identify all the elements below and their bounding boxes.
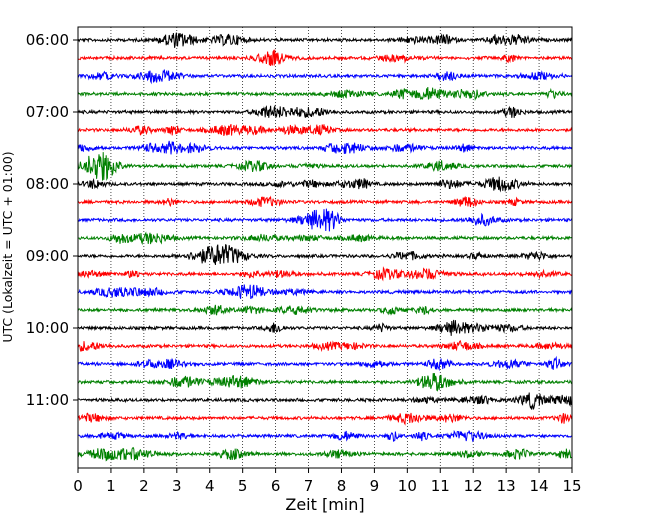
y-tick-label: 09:00 <box>26 247 69 265</box>
trace-line <box>77 140 573 155</box>
trace-line <box>77 86 573 101</box>
y-tick-label: 08:00 <box>26 175 69 193</box>
trace-line <box>77 446 572 462</box>
x-tick-label: 15 <box>562 477 581 495</box>
trace-line <box>77 152 573 181</box>
x-tick-label: 11 <box>431 477 450 495</box>
y-tick-label: 10:00 <box>26 319 69 337</box>
x-tick-label: 13 <box>497 477 516 495</box>
x-tick-label: 9 <box>370 477 380 495</box>
x-tick-label: 0 <box>73 477 83 495</box>
x-tick-label: 2 <box>139 477 149 495</box>
trace-line <box>77 339 573 353</box>
x-tick-label: 6 <box>271 477 281 495</box>
trace-line <box>77 373 573 392</box>
trace-line <box>77 284 573 300</box>
trace-line <box>77 319 573 336</box>
trace-line <box>77 49 573 67</box>
traces <box>77 32 573 462</box>
x-axis-label: Zeit [min] <box>285 495 364 514</box>
x-tick-label: 3 <box>172 477 182 495</box>
y-axis: 06:00 07:00 08:00 09:00 10:00 11:00 <box>26 31 78 409</box>
x-tick-label: 8 <box>337 477 347 495</box>
trace-line <box>78 123 573 137</box>
y-axis-label: UTC (Lokalzeit = UTC + 01:00) <box>0 151 15 342</box>
trace-line <box>77 266 573 282</box>
trace-line <box>77 412 573 426</box>
x-tick-label: 1 <box>106 477 116 495</box>
trace-line <box>77 304 573 316</box>
trace-line <box>77 69 573 85</box>
trace-line <box>77 195 573 208</box>
trace-line <box>77 244 573 266</box>
trace-line <box>77 208 573 232</box>
plot-background <box>78 27 572 468</box>
x-tick-label: 14 <box>530 477 549 495</box>
trace-line <box>77 231 573 246</box>
trace-line <box>77 392 573 410</box>
plot-frame <box>77 26 573 469</box>
x-tick-label: 4 <box>205 477 215 495</box>
trace-line <box>77 32 573 48</box>
y-tick-label: 11:00 <box>26 391 69 409</box>
x-axis: 0 1 2 3 4 5 6 7 8 9 10 11 12 13 14 15 <box>73 468 582 495</box>
trace-line <box>77 104 573 119</box>
trace-line <box>77 176 573 193</box>
y-tick-label: 06:00 <box>26 31 69 49</box>
x-tick-label: 12 <box>464 477 483 495</box>
y-tick-label: 07:00 <box>26 103 69 121</box>
x-tick-label: 5 <box>238 477 248 495</box>
x-tick-label: 7 <box>304 477 314 495</box>
trace-line <box>77 429 572 443</box>
x-tick-label: 10 <box>398 477 417 495</box>
trace-line <box>77 355 573 372</box>
